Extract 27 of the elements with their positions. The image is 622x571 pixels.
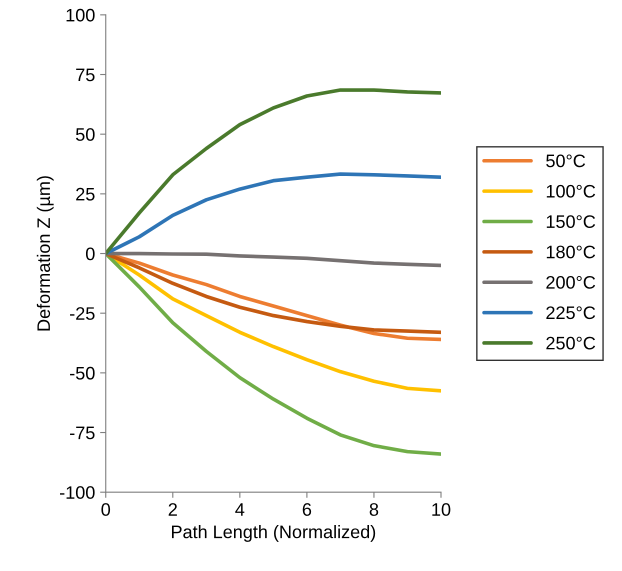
legend-label: 200°C [546, 276, 596, 289]
line-series [106, 252, 441, 268]
y-tick-label: 50 [76, 128, 95, 141]
line-series [106, 172, 441, 256]
legend-label: 50°C [546, 154, 586, 168]
legend-label: 180°C [546, 246, 596, 258]
line-series [106, 88, 441, 256]
y-tick-label: -100 [60, 486, 95, 499]
x-tick-label: 10 [432, 503, 450, 516]
x-tick-label: 2 [168, 503, 177, 516]
x-tick-label: 4 [235, 503, 244, 516]
x-tick-label: 8 [370, 503, 378, 516]
x-tick-label: 6 [302, 503, 312, 516]
legend-label: 100°C [546, 184, 596, 198]
x-axis-title: Path Length (Normalized) [172, 525, 376, 542]
y-tick-label: 100 [66, 8, 95, 22]
legend-label: 225°C [546, 306, 596, 320]
y-tick-label: 75 [76, 68, 95, 82]
legend-label: 250°C [546, 336, 596, 350]
y-tick-label: -75 [70, 426, 95, 440]
y-tick-label: -25 [70, 307, 95, 320]
y-tick-label: 25 [76, 188, 95, 201]
legend-label: 150°C [546, 215, 596, 228]
y-tick-label: 0 [86, 247, 95, 260]
y-axis-title: Deformation Z (µm) [36, 176, 54, 330]
x-tick-label: 0 [101, 503, 110, 516]
y-tick-label: -50 [70, 366, 95, 380]
